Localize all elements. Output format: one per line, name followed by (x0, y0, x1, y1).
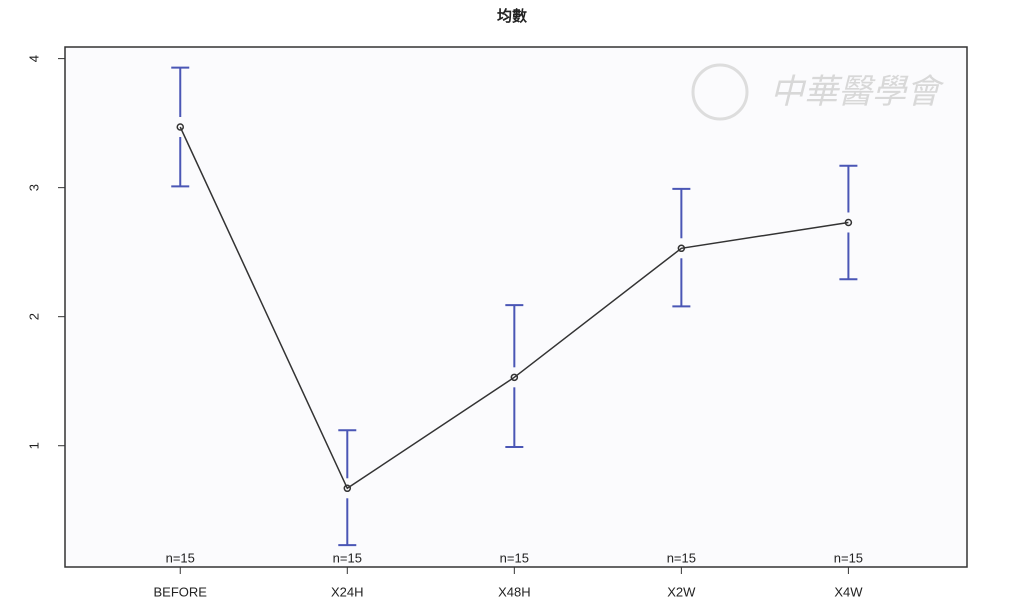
mean-point (176, 123, 185, 131)
n-label: n=15 (166, 550, 195, 565)
x-tick-label: X4W (834, 584, 863, 599)
chart-title: 均數 (497, 7, 527, 25)
y-tick-label: 1 (26, 442, 41, 449)
mean-point (343, 484, 352, 493)
n-label: n=15 (834, 550, 863, 565)
watermark: 中華醫學會 (770, 72, 945, 112)
mean-point (677, 244, 686, 253)
x-tick-label: X48H (498, 584, 531, 599)
watermark-logo (691, 63, 749, 121)
y-tick-label: 4 (26, 55, 41, 62)
n-label: n=15 (667, 550, 696, 565)
mean-point (510, 373, 519, 382)
n-label: n=15 (500, 550, 529, 565)
mean-point (844, 218, 853, 227)
plot-frame (64, 46, 968, 568)
x-tick-label: X24H (331, 584, 364, 599)
x-tick-label: X2W (667, 584, 696, 599)
mean-line (179, 126, 849, 490)
n-label: n=15 (333, 550, 362, 565)
y-tick-label: 3 (26, 184, 41, 191)
y-tick-label: 2 (26, 313, 41, 320)
x-tick-label: BEFORE (154, 584, 208, 599)
